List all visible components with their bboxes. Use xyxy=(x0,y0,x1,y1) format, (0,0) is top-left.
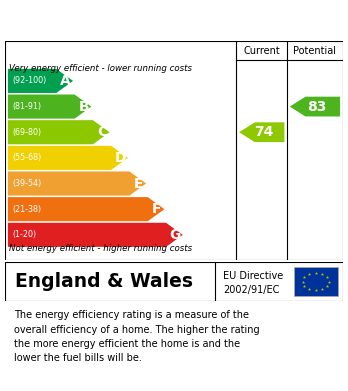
Text: England & Wales: England & Wales xyxy=(15,272,193,291)
Polygon shape xyxy=(8,146,128,170)
Text: (39-54): (39-54) xyxy=(12,179,41,188)
Text: Energy Efficiency Rating: Energy Efficiency Rating xyxy=(14,13,235,27)
Text: D: D xyxy=(114,151,126,165)
Text: G: G xyxy=(169,228,181,242)
Polygon shape xyxy=(8,197,165,221)
Text: 2002/91/EC: 2002/91/EC xyxy=(223,285,279,295)
Text: (21-38): (21-38) xyxy=(12,204,41,213)
Polygon shape xyxy=(8,95,91,118)
Text: The energy efficiency rating is a measure of the
overall efficiency of a home. T: The energy efficiency rating is a measur… xyxy=(14,310,259,364)
Polygon shape xyxy=(8,223,183,247)
Polygon shape xyxy=(290,97,340,117)
Bar xyxy=(294,267,338,296)
Polygon shape xyxy=(8,120,110,144)
Text: (81-91): (81-91) xyxy=(12,102,41,111)
Text: Potential: Potential xyxy=(293,46,337,56)
Text: Current: Current xyxy=(243,46,280,56)
Text: EU Directive: EU Directive xyxy=(223,271,283,281)
Text: Not energy efficient - higher running costs: Not energy efficient - higher running co… xyxy=(9,244,192,253)
Text: E: E xyxy=(134,176,143,190)
Text: (55-68): (55-68) xyxy=(12,153,41,162)
Text: B: B xyxy=(79,100,89,113)
Text: (1-20): (1-20) xyxy=(12,230,36,239)
Polygon shape xyxy=(8,69,73,93)
Text: (92-100): (92-100) xyxy=(12,76,46,85)
Text: Very energy efficient - lower running costs: Very energy efficient - lower running co… xyxy=(9,64,192,73)
Text: 74: 74 xyxy=(254,125,274,139)
Polygon shape xyxy=(8,172,146,196)
Text: A: A xyxy=(60,74,71,88)
Text: 83: 83 xyxy=(308,100,327,113)
Text: (69-80): (69-80) xyxy=(12,128,41,137)
Text: C: C xyxy=(97,125,107,139)
Polygon shape xyxy=(239,122,284,142)
Text: F: F xyxy=(152,202,162,216)
